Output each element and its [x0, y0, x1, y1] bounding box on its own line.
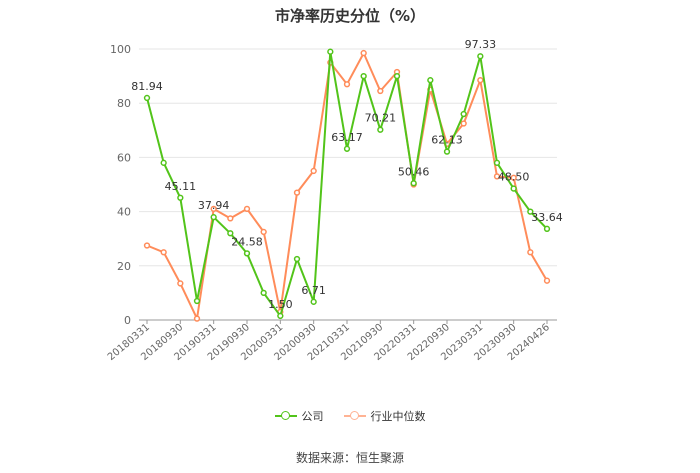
y-tick-label-80: 80 [117, 97, 131, 110]
data-point-company-8 [277, 312, 284, 320]
data-point-company-12 [343, 145, 351, 152]
data-point-industry-9 [293, 189, 301, 196]
legend-item-industry-median[interactable]: 行业中位数 [343, 408, 426, 424]
data-point-company-21 [493, 159, 501, 166]
data-point-company-6 [243, 250, 251, 257]
data-point-company-17 [427, 77, 434, 84]
source-note: 数据来源：恒生聚源 [295, 451, 404, 465]
data-point-company-16 [410, 180, 417, 187]
data-point-company-15 [393, 72, 401, 80]
data-label-10: 6.71 [301, 284, 326, 297]
data-point-industry-21 [493, 173, 501, 180]
data-label-14: 70.21 [365, 112, 397, 125]
legend-item-company[interactable]: 公司 [274, 408, 324, 424]
y-tick-label-100: 100 [110, 43, 131, 56]
data-point-company-7 [260, 289, 267, 297]
data-point-company-0 [143, 94, 151, 102]
legend-swatch-company [274, 410, 297, 422]
data-point-company-3 [193, 297, 201, 305]
data-point-company-1 [160, 159, 167, 166]
chart-title: 市净率历史分位（%） [274, 7, 426, 25]
data-point-industry-14 [377, 87, 384, 95]
data-point-company-4 [210, 214, 217, 221]
legend-swatch-industry-median [343, 410, 366, 422]
data-label-6: 24.58 [231, 235, 263, 248]
data-point-company-22 [510, 185, 517, 192]
y-tick-label-20: 20 [117, 260, 131, 273]
legend-label-company: 公司 [301, 410, 324, 423]
data-point-industry-13 [360, 49, 367, 57]
data-point-company-13 [360, 72, 367, 80]
data-label-22: 48.50 [498, 171, 530, 184]
data-label-0: 81.94 [131, 80, 163, 93]
data-point-industry-12 [343, 81, 351, 88]
data-point-industry-23 [527, 249, 534, 256]
legend: 公司 行业中位数 [0, 408, 700, 424]
data-point-industry-10 [310, 167, 317, 175]
data-label-18: 62.13 [431, 134, 463, 147]
series-layer [143, 48, 551, 322]
data-point-company-23 [527, 208, 534, 215]
data-point-company-18 [443, 148, 451, 155]
legend-label-industry-median: 行业中位数 [370, 410, 426, 423]
data-point-industry-24 [543, 277, 551, 284]
y-tick-label-0: 0 [124, 314, 131, 327]
data-label-24: 33.64 [531, 211, 563, 224]
data-point-company-9 [293, 255, 301, 263]
data-point-industry-4 [210, 205, 217, 213]
data-label-8: 1.50 [268, 298, 293, 311]
data-point-industry-19 [460, 120, 467, 127]
data-point-company-20 [477, 53, 484, 60]
data-label-12: 63.17 [331, 131, 363, 144]
data-point-industry-1 [160, 249, 167, 256]
data-point-industry-3 [193, 315, 201, 322]
y-tick-label-40: 40 [117, 206, 131, 219]
data-label-4: 37.94 [198, 199, 230, 212]
data-point-company-5 [227, 230, 234, 237]
data-point-company-19 [460, 110, 467, 118]
y-tick-label-60: 60 [117, 151, 131, 164]
data-point-industry-0 [143, 242, 151, 249]
data-point-industry-20 [477, 77, 484, 84]
data-label-16: 50.46 [398, 165, 430, 178]
data-point-company-24 [543, 225, 551, 232]
data-point-industry-2 [177, 280, 184, 287]
data-point-industry-5 [227, 215, 234, 222]
series-line-company [146, 50, 548, 317]
data-point-company-11 [327, 48, 334, 55]
data-point-industry-6 [243, 205, 251, 213]
chart-plot: 0204060801002018033120180930201903312019… [106, 38, 563, 363]
data-label-2: 45.11 [165, 180, 197, 193]
data-point-industry-7 [260, 228, 267, 236]
data-label-20: 97.33 [465, 38, 497, 51]
data-point-company-10 [310, 298, 317, 305]
data-point-industry-22 [510, 174, 517, 181]
data-point-company-2 [177, 194, 184, 201]
data-point-company-14 [377, 126, 384, 133]
